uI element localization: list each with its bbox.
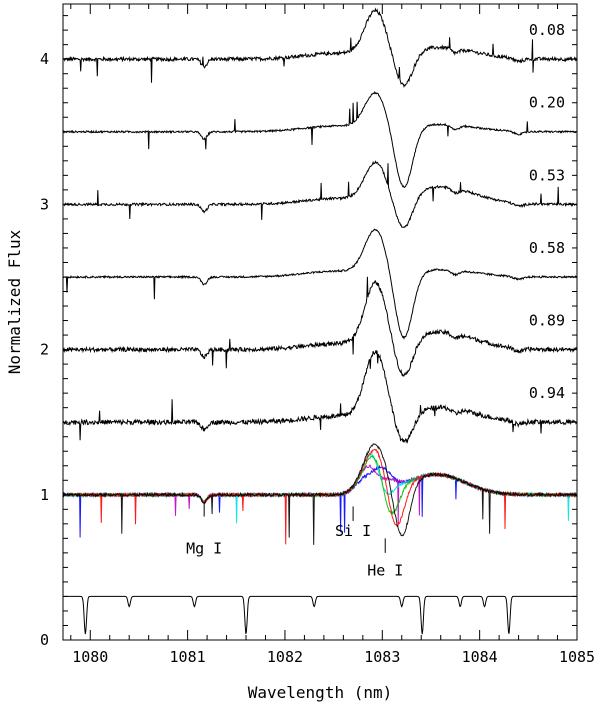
y-tick-label: 1 [40, 486, 49, 504]
plot-labels: 1080 1081 1082 1083 1084 1085 0 1 2 3 4 Wavelength … [5, 21, 595, 702]
y-axis-label: Normalized Flux [5, 229, 24, 374]
overlay-blue-trace [62, 464, 578, 538]
overlay-cyan-trace [63, 453, 578, 524]
x-tick-label: 1085 [559, 648, 595, 666]
phase-label: 0.53 [529, 166, 565, 184]
overlay-red-trace [62, 448, 578, 545]
overlay-green-trace [62, 455, 578, 515]
plot-traces [62, 7, 578, 635]
overlay-black-trace [62, 443, 578, 545]
spectrum-trace-6 [62, 349, 578, 444]
x-tick-label: 1083 [364, 648, 400, 666]
phase-label: 0.58 [529, 239, 565, 257]
y-tick-label: 2 [40, 341, 49, 359]
spectrum-trace-2 [62, 90, 578, 188]
line-annotation: Mg I [186, 540, 222, 558]
line-annotation: Si I [335, 522, 371, 540]
x-tick-label: 1080 [72, 648, 108, 666]
phase-label: 0.94 [529, 384, 565, 402]
spectrum-trace-5 [62, 276, 578, 377]
phase-label: 0.08 [529, 21, 565, 39]
y-tick-label: 4 [40, 50, 49, 68]
line-annotation: He I [367, 561, 403, 579]
x-tick-label: 1084 [462, 648, 498, 666]
spectrum-trace-1 [62, 7, 578, 88]
plot-axes [62, 3, 578, 641]
x-axis-label: Wavelength (nm) [248, 683, 393, 702]
x-tick-label: 1081 [170, 648, 206, 666]
phase-label: 0.89 [529, 312, 565, 330]
x-tick-label: 1082 [267, 648, 303, 666]
spectrum-trace-4 [62, 228, 578, 340]
phase-label: 0.20 [529, 94, 565, 112]
plot-frame [62, 3, 578, 641]
y-tick-label: 0 [40, 631, 49, 649]
y-tick-label: 3 [40, 195, 49, 213]
spectrum-trace-3 [62, 160, 578, 229]
telluric-reference-trace [63, 595, 577, 635]
